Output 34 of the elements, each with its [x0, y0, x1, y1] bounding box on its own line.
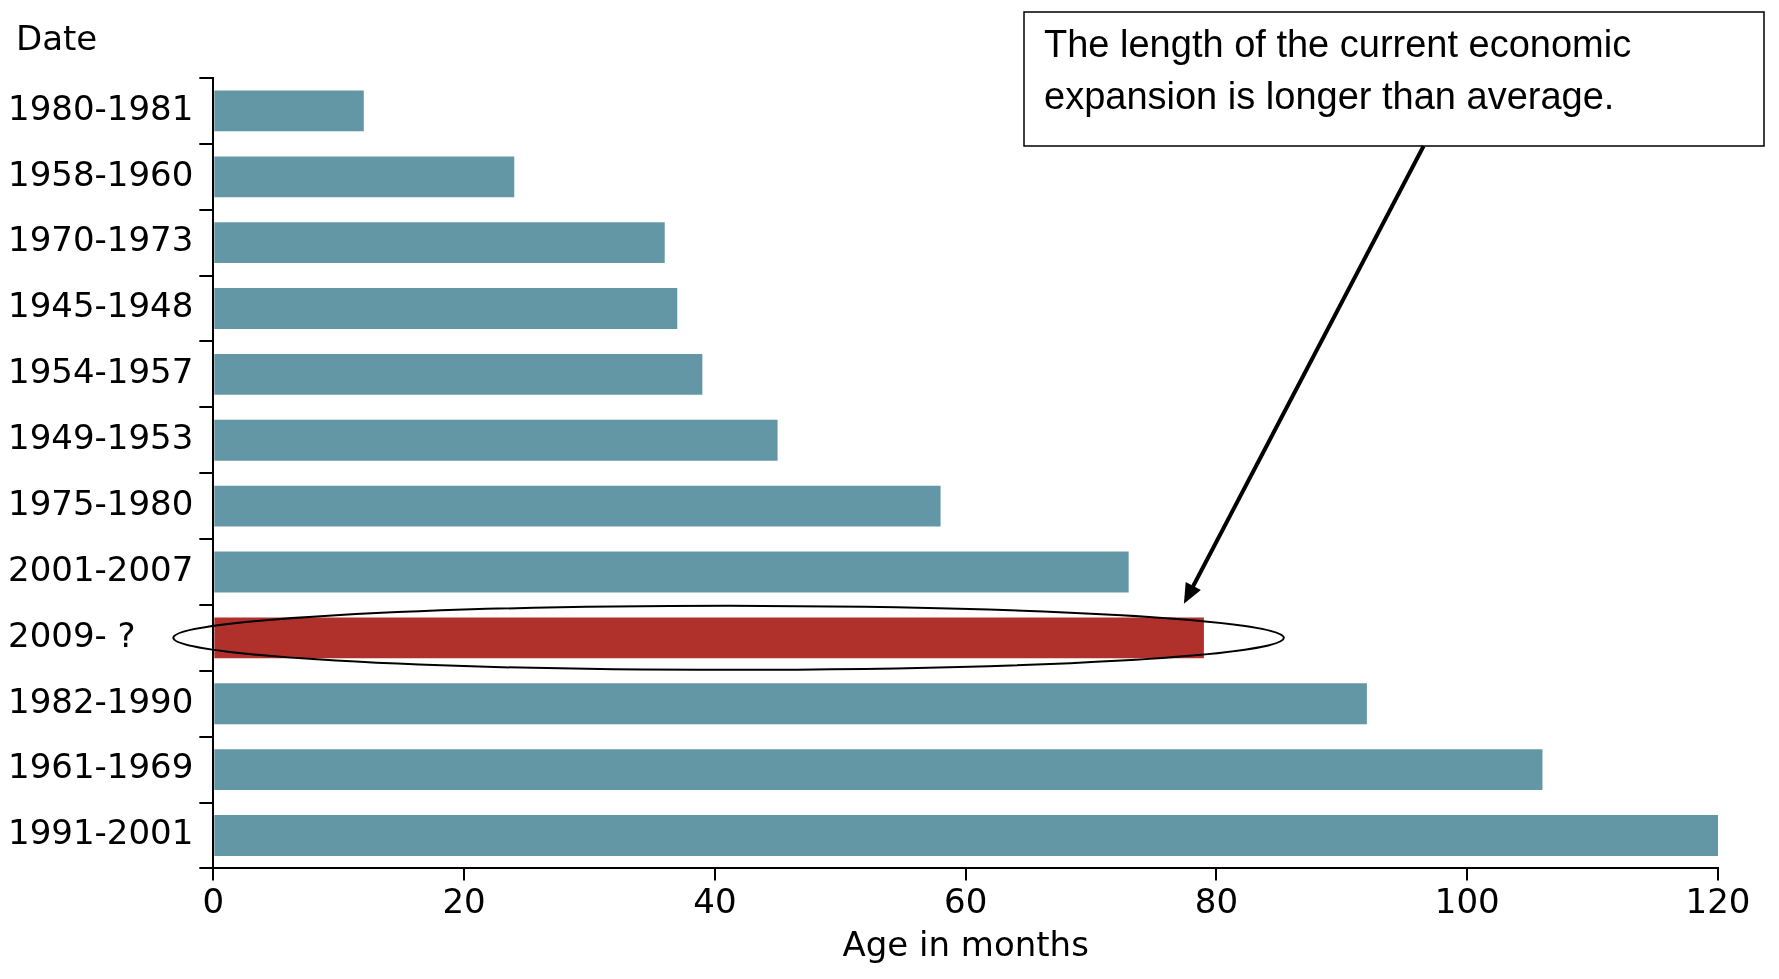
y-tick-label: 1970-1973	[8, 219, 194, 260]
x-tick-label: 120	[1685, 880, 1751, 921]
x-tick-label: 20	[442, 880, 486, 921]
x-tick-label: 80	[1194, 880, 1239, 921]
y-tick-label: 1991-2001	[8, 812, 194, 853]
bar	[214, 617, 1204, 659]
x-tick-label: 0	[202, 880, 225, 921]
bar	[214, 156, 515, 198]
y-tick-label: 1954-1957	[8, 351, 194, 392]
annotation: The length of the current economic expansion is longer than average.	[1044, 23, 1632, 118]
bar	[214, 683, 1367, 725]
bar	[214, 90, 364, 132]
bar	[214, 288, 678, 329]
y-tick-label: 1945-1948	[8, 285, 194, 326]
bar	[214, 551, 1129, 593]
x-tick-label: 60	[944, 880, 988, 921]
y-tick-label: 1949-1953	[8, 417, 194, 458]
y-tick-label: 2009- ?	[8, 614, 136, 655]
bar	[214, 749, 1543, 791]
x-tick-label: 40	[693, 880, 737, 921]
y-tick-label: 2001-2007	[8, 548, 194, 589]
y-tick-label: 1982-1990	[8, 680, 194, 721]
bar	[214, 485, 941, 527]
y-axis-title: Date	[16, 17, 98, 58]
bar	[214, 815, 1718, 856]
y-tick-label: 1961-1969	[8, 746, 194, 787]
bar	[214, 222, 665, 264]
y-tick-label: 1975-1980	[8, 482, 194, 523]
x-tick-label: 100	[1434, 880, 1500, 921]
y-tick-label: 1980-1981	[8, 87, 194, 128]
bar	[214, 419, 778, 461]
x-axis-title: Age in months	[842, 924, 1089, 965]
bar	[214, 353, 703, 395]
y-tick-label: 1958-1960	[8, 153, 194, 194]
